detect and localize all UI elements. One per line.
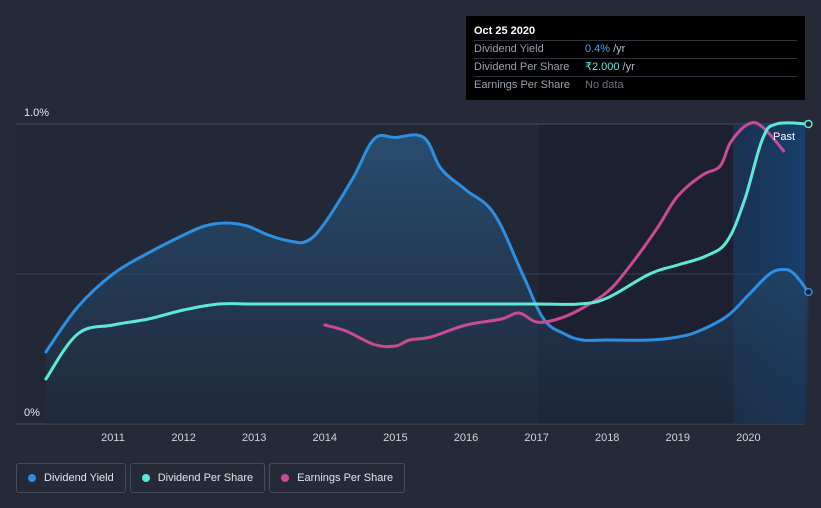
tooltip-row-dividend-per-share: Dividend Per Share ₹2.000 /yr (474, 58, 797, 76)
tooltip-value: ₹2.000 (585, 61, 620, 73)
series-line-dividend-per-share (44, 121, 810, 381)
tooltip-label: Earnings Per Share (474, 79, 570, 91)
x-tick-label: 2017 (524, 432, 548, 444)
legend-label: Dividend Per Share (157, 472, 254, 484)
y-axis: 1.0% 0% (24, 107, 49, 419)
series-line-earnings-per-share (323, 120, 786, 349)
tooltip: Oct 25 2020 Dividend Yield 0.4% /yr Divi… (466, 16, 805, 100)
x-axis: 2011 2012 2013 2014 2015 2016 2017 2018 2019 2020 (101, 432, 760, 444)
tooltip-date: Oct 25 2020 (474, 25, 536, 37)
legend-dot-icon (281, 474, 290, 482)
legend-dot-icon (141, 474, 150, 482)
legend-dot-icon (28, 474, 36, 482)
x-tick-label: 2013 (242, 432, 266, 444)
x-tick-label: 2018 (595, 432, 619, 444)
legend: Dividend Yield Dividend Per Share Earnin… (16, 463, 406, 493)
tooltip-row-dividend-yield: Dividend Yield 0.4% /yr (474, 40, 797, 58)
legend-label: Earnings Per Share (297, 472, 394, 484)
x-tick-label: 2012 (171, 432, 195, 444)
x-tick-label: 2016 (454, 432, 478, 444)
tooltip-unit: /yr (613, 43, 626, 55)
tooltip-label: Dividend Yield (474, 43, 544, 55)
x-tick-label: 2019 (666, 432, 690, 444)
series-area-dividend-yield (45, 134, 809, 424)
tooltip-value: 0.4% (585, 43, 611, 55)
y-tick-label: 0% (24, 407, 40, 419)
legend-item-dividend-yield[interactable]: Dividend Yield (16, 463, 126, 493)
series-line-dividend-yield (44, 133, 810, 354)
series-end-marker-dividend-per-share (804, 119, 813, 129)
x-tick-label: 2020 (736, 432, 760, 444)
past-label: Past (773, 131, 795, 143)
x-tick-label: 2011 (101, 432, 125, 444)
x-tick-label: 2014 (313, 432, 337, 444)
tooltip-label: Dividend Per Share (474, 61, 570, 73)
legend-item-dividend-per-share[interactable]: Dividend Per Share (129, 463, 266, 493)
legend-label: Dividend Yield (44, 472, 114, 484)
tooltip-row-earnings-per-share: Earnings Per Share No data (474, 76, 797, 94)
tooltip-unit: /yr (622, 61, 635, 73)
y-tick-label: 1.0% (24, 107, 49, 119)
tooltip-value: No data (585, 79, 624, 91)
x-tick-label: 2015 (383, 432, 407, 444)
series-end-marker-dividend-yield (804, 287, 813, 297)
series-layer (44, 119, 813, 424)
legend-item-earnings-per-share[interactable]: Earnings Per Share (269, 463, 406, 493)
